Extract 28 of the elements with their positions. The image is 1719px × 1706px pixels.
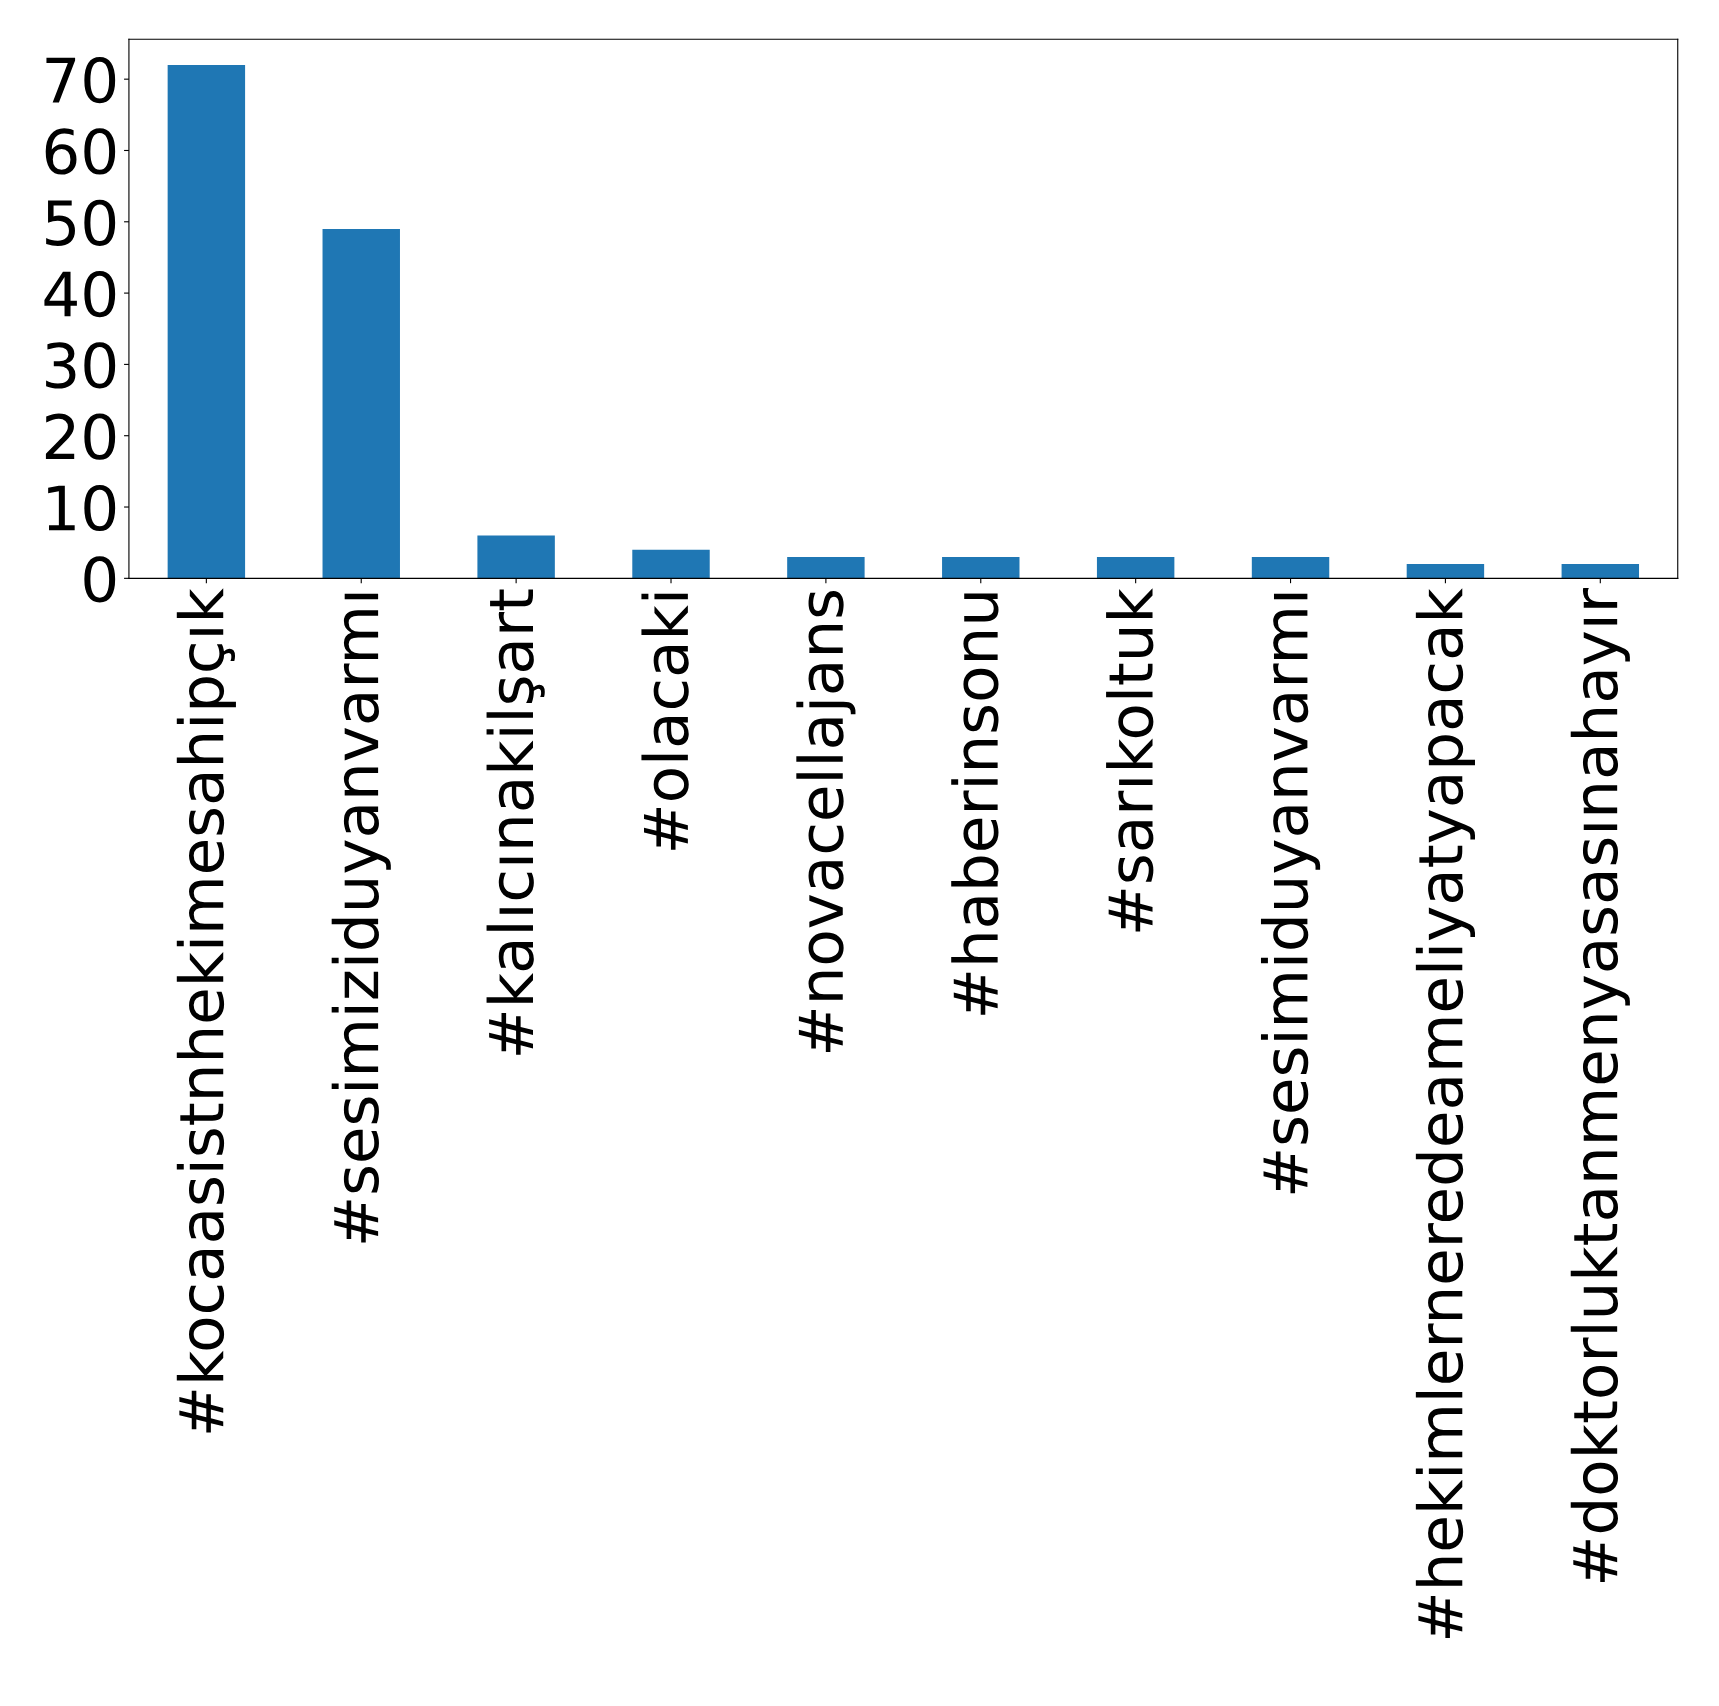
bar: [1096, 556, 1175, 579]
y-tick-label: 0: [84, 556, 116, 603]
x-tick-label: #haberinsonu: [951, 593, 999, 1015]
bar: [1406, 564, 1485, 579]
x-tick-label: #kocaasistnhekimesahipçık: [176, 588, 236, 1433]
bar: [322, 228, 400, 579]
x-tick-label: #hekimlerneredeameliyatyapacak: [1415, 588, 1475, 1638]
bar: [1251, 556, 1330, 579]
y-tick-label: 50: [46, 199, 116, 246]
y-tick-label: 60: [45, 128, 116, 175]
bar: [632, 549, 710, 579]
x-tick-label: #sesimiziduyanvarmı: [331, 593, 391, 1243]
bar: [1561, 564, 1640, 579]
x-tick-label: #olacaki: [641, 593, 689, 850]
x-tick-label: #sarıkoltuk: [1106, 588, 1154, 932]
x-tick-label: #sesimiduyanvarmı: [1260, 593, 1321, 1194]
bar: [787, 556, 865, 579]
bar: [167, 64, 246, 579]
y-tick-label: 70: [46, 57, 116, 104]
x-tick-label: #novacellajans: [796, 591, 856, 1052]
y-tick-label: 40: [44, 270, 116, 318]
x-tick-label: #kalıcınakilşart: [486, 589, 545, 1055]
y-tick-label: 20: [45, 413, 116, 460]
y-tick-label: 10: [48, 484, 116, 532]
bar: [477, 535, 555, 579]
x-tick-label: #doktorluktanmenyasasınahayır: [1570, 588, 1630, 1583]
bar: [942, 556, 1020, 579]
y-tick-label: 30: [46, 342, 116, 389]
